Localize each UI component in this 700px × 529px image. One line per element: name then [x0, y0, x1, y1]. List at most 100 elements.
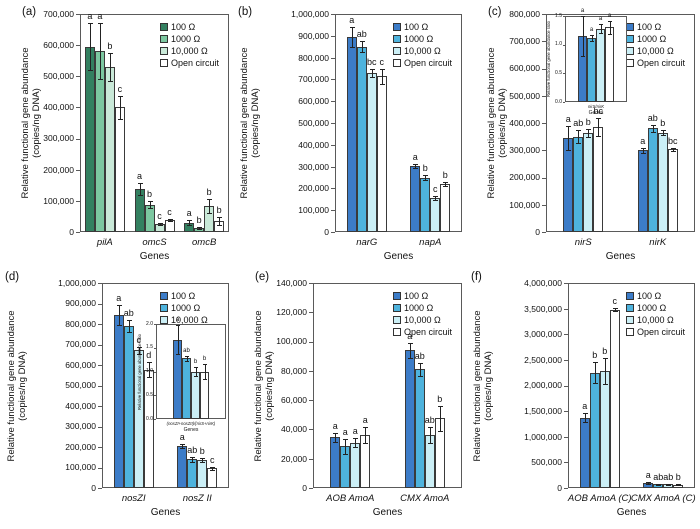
error-bar	[594, 362, 596, 383]
error-cap	[107, 52, 113, 54]
inset-significance-letter: b	[193, 358, 198, 365]
legend-swatch-icon	[160, 304, 168, 312]
bar	[376, 76, 387, 232]
panel-label: (b)	[238, 6, 253, 18]
legend-swatch-icon	[626, 328, 634, 336]
legend-item: 1000 Ω	[393, 302, 461, 314]
error-cap	[596, 136, 602, 138]
error-cap	[417, 362, 423, 364]
error-bar	[99, 23, 101, 80]
error-cap	[157, 222, 163, 224]
significance-letter: c	[136, 334, 142, 345]
legend-item: 1000 Ω	[160, 33, 228, 45]
y-tick-label: 700,000	[509, 36, 540, 47]
significance-letter: b	[146, 188, 152, 199]
inset-error-bar	[177, 325, 179, 354]
inset-error-cap	[608, 34, 612, 36]
error-cap	[180, 443, 186, 445]
error-cap	[349, 46, 355, 48]
y-tick	[309, 429, 313, 431]
error-cap	[576, 143, 582, 145]
error-cap	[566, 125, 572, 127]
error-cap	[363, 442, 369, 444]
y-tick-label: 200,000	[298, 183, 329, 194]
legend-item: Open circuit	[393, 326, 461, 338]
y-tick	[309, 370, 313, 372]
y-tick-label: 1,500,000	[524, 406, 562, 417]
inset-error-bar	[609, 20, 611, 35]
bar	[346, 36, 357, 232]
error-bar	[202, 457, 204, 462]
significance-letter: b	[196, 215, 202, 226]
panel-label: (d)	[5, 271, 20, 283]
error-bar	[355, 438, 357, 447]
y-tick	[309, 341, 313, 343]
error-bar	[351, 27, 353, 47]
y-tick	[331, 101, 335, 103]
inset-error-bar	[186, 355, 188, 361]
y-tick	[98, 467, 102, 469]
inset-error-cap	[176, 325, 180, 327]
y-tick	[542, 123, 546, 124]
category-label: CMX AmoA (C)	[630, 493, 696, 504]
error-cap	[180, 448, 186, 450]
error-cap	[666, 483, 672, 485]
error-bar	[578, 129, 580, 144]
category-label: pilA	[96, 237, 113, 248]
y-axis-title-line2: (copies/ng DNA)	[250, 88, 261, 158]
y-tick-label: 100,000	[298, 205, 329, 216]
error-bar	[371, 68, 373, 78]
error-cap	[656, 484, 662, 486]
significance-letter: c	[167, 206, 172, 217]
inset-bar	[182, 358, 191, 419]
y-tick-label: 600,000	[509, 63, 540, 74]
significance-letter: b	[660, 117, 666, 128]
panel-label: (a)	[22, 6, 37, 18]
legend-swatch-icon	[626, 304, 634, 312]
legend-item: Open circuit	[160, 57, 228, 69]
y-tick-label: 100,000	[276, 336, 307, 347]
error-cap	[207, 199, 213, 201]
error-cap	[210, 469, 216, 471]
y-tick	[98, 365, 102, 366]
legend-item: 10,000 Ω	[626, 314, 694, 326]
inset-error-cap	[599, 33, 603, 35]
y-tick	[98, 303, 102, 305]
significance-letter: ab	[653, 471, 664, 482]
bar	[410, 165, 421, 232]
y-tick-label: 400,000	[298, 139, 329, 150]
error-cap	[200, 461, 206, 463]
error-cap	[116, 304, 122, 306]
y-tick	[309, 312, 313, 314]
y-axis-title-line2: (copies/ng DNA)	[483, 350, 494, 421]
y-tick-label: 600,000	[298, 96, 329, 107]
significance-letter: ab	[424, 414, 435, 425]
significance-letter: b	[602, 346, 608, 357]
y-tick-label: 100,000	[509, 199, 540, 210]
legend-label: 1000 Ω	[637, 302, 667, 313]
y-tick	[542, 95, 546, 97]
error-bar	[345, 438, 347, 454]
legend-item: Open circuit	[626, 326, 694, 338]
inset-error-cap	[203, 378, 207, 380]
inset-error-cap	[590, 40, 594, 42]
error-bar	[439, 406, 441, 431]
error-bar	[182, 443, 184, 449]
error-cap	[136, 353, 142, 355]
y-tick	[331, 14, 335, 15]
y-tick-label: 0	[69, 226, 74, 237]
legend-item: Open circuit	[393, 57, 461, 69]
error-cap	[646, 482, 652, 484]
significance-letter: a	[186, 208, 192, 219]
y-tick-label: 900,000	[65, 298, 96, 309]
inset-y-tick-label: 0.5	[146, 391, 153, 398]
legend-label: 100 Ω	[404, 290, 429, 301]
significance-letter: bc	[667, 136, 678, 147]
inset-x-axis-title: Genes	[183, 427, 199, 433]
inset-y-tick-label: 1.5	[555, 12, 562, 19]
significance-letter: b	[675, 472, 681, 483]
error-cap	[369, 77, 375, 79]
